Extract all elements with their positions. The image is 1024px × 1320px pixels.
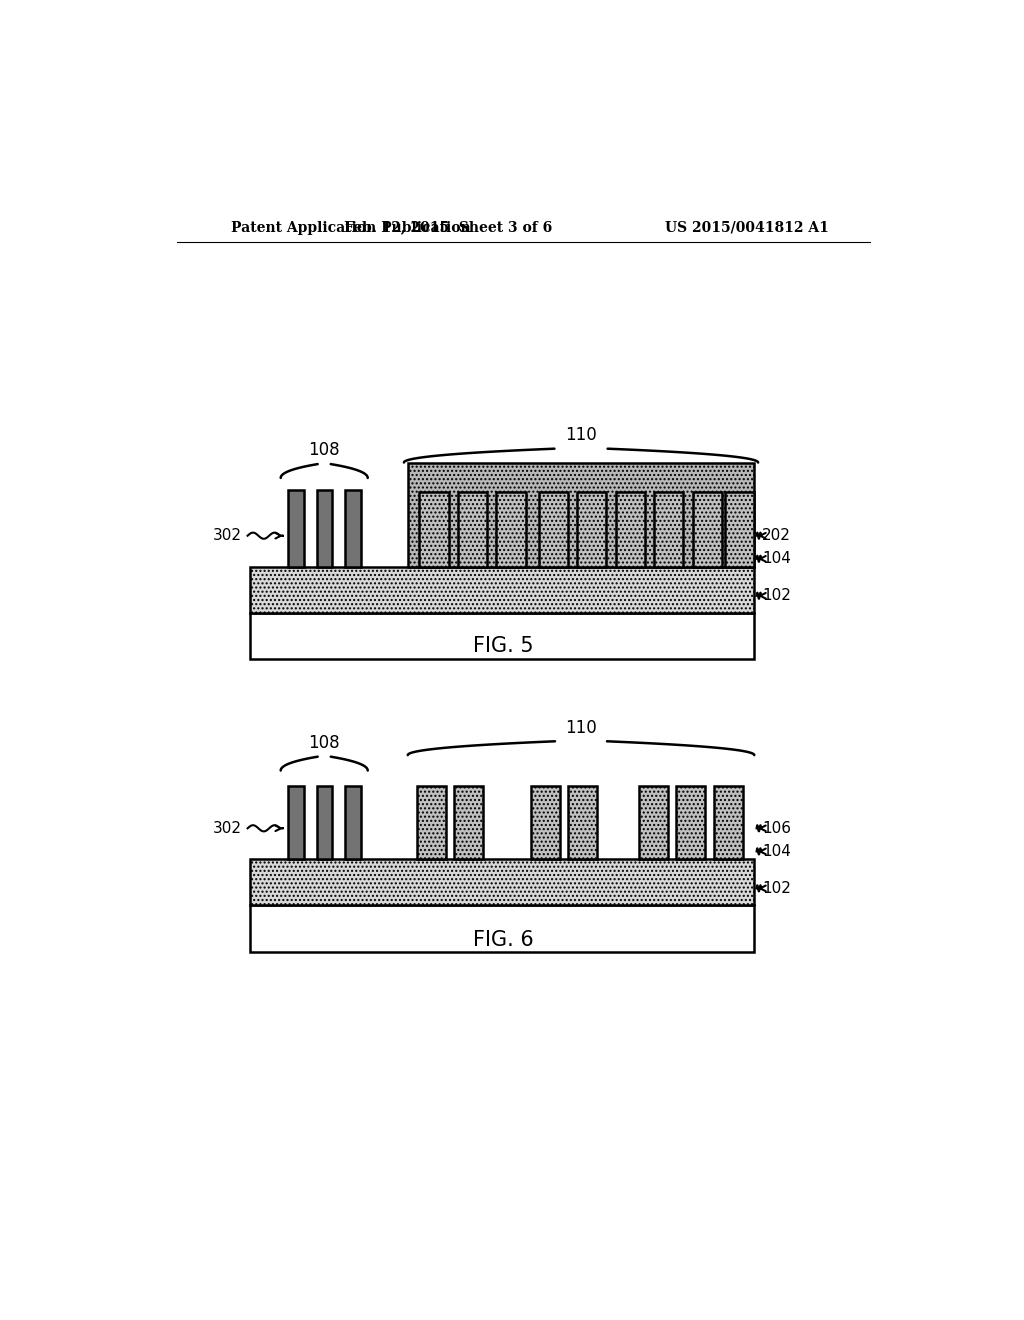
Bar: [692, 492, 722, 566]
Bar: [250, 612, 755, 659]
Text: 102: 102: [762, 589, 791, 603]
Text: FIG. 5: FIG. 5: [473, 636, 534, 656]
Text: 104: 104: [762, 552, 791, 566]
Bar: [345, 785, 360, 859]
Bar: [578, 492, 606, 566]
Bar: [676, 785, 705, 859]
Text: 106: 106: [762, 821, 791, 836]
Bar: [568, 785, 597, 859]
Bar: [639, 785, 668, 859]
Text: 110: 110: [565, 426, 597, 444]
Text: 302: 302: [213, 821, 243, 836]
Bar: [454, 785, 483, 859]
Bar: [531, 785, 560, 859]
Bar: [250, 566, 755, 612]
Bar: [417, 785, 446, 859]
Text: 102: 102: [762, 880, 791, 896]
Text: 108: 108: [308, 441, 340, 459]
Text: 110: 110: [565, 718, 597, 737]
Text: FIG. 6: FIG. 6: [473, 929, 534, 950]
Text: 104: 104: [762, 843, 791, 859]
Bar: [250, 906, 755, 952]
Bar: [497, 492, 525, 566]
Bar: [408, 462, 755, 566]
Bar: [316, 490, 333, 566]
Text: 108: 108: [308, 734, 340, 752]
Text: 202: 202: [762, 528, 791, 544]
Bar: [289, 785, 304, 859]
Bar: [250, 859, 755, 906]
Text: 302: 302: [213, 528, 243, 544]
Bar: [714, 785, 743, 859]
Bar: [615, 492, 645, 566]
Bar: [289, 490, 304, 566]
Text: Feb. 12, 2015  Sheet 3 of 6: Feb. 12, 2015 Sheet 3 of 6: [344, 220, 552, 235]
Text: US 2015/0041812 A1: US 2015/0041812 A1: [665, 220, 828, 235]
Bar: [316, 785, 333, 859]
Bar: [419, 492, 449, 566]
Bar: [725, 492, 755, 566]
Bar: [458, 492, 487, 566]
Bar: [345, 490, 360, 566]
Text: Patent Application Publication: Patent Application Publication: [230, 220, 470, 235]
Bar: [539, 492, 568, 566]
Bar: [654, 492, 683, 566]
